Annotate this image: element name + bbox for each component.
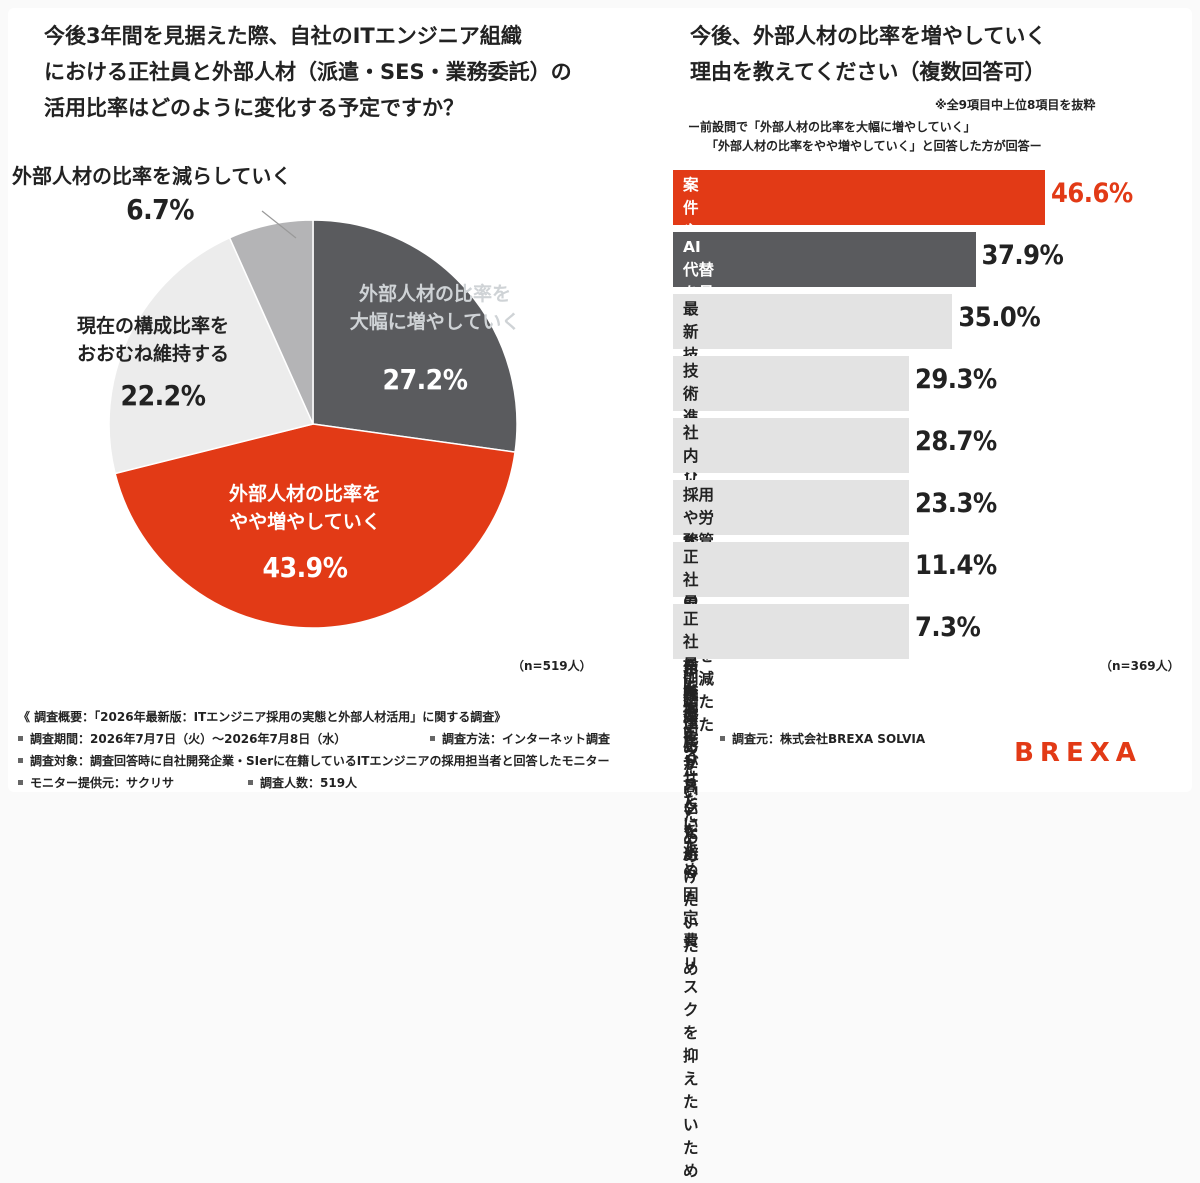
bar-rect (673, 480, 909, 535)
bullet-square-icon (18, 780, 23, 785)
pie-slice-slight-increase (114, 423, 516, 629)
pie-slice-label-large-increase: 外部人材の比率を 大幅に増やしていく (349, 283, 521, 333)
pie-slice-large-increase (312, 219, 518, 453)
bar-value-label: 35.0% (958, 302, 1041, 333)
bar-rect (673, 604, 909, 659)
bar-category-label: 正社員を抱えることによる 固定費リスクを抑えたいため (683, 610, 699, 1180)
bar-value-label: 23.3% (915, 488, 997, 519)
bar-value-label: 46.6% (1051, 178, 1133, 209)
bar-value-label: 29.3% (915, 364, 997, 395)
note-respondents-line1: ー前設問で「外部人材の比率を大幅に増やしていく」 (688, 120, 976, 134)
pie-slice-label-slight-increase: 外部人材の比率を やや増やしていく (228, 483, 381, 533)
bar-rect (673, 418, 909, 473)
bar-rect (673, 294, 953, 349)
pie-slice-label-decrease: 外部人材の比率を減らしていく (12, 164, 292, 188)
pie-slice-value-large-increase: 27.2% (382, 363, 468, 396)
bar-value-label: 37.9% (981, 240, 1064, 271)
pie-slice-label-maintain: 現在の構成比率を おおむね維持する (76, 315, 229, 365)
brexa-logo-text: BREXA (1014, 738, 1142, 767)
small-slice-leader-line (261, 210, 297, 239)
pie-question-title: 今後3年間を見据えた際、自社のITエンジニア組織 における正社員と外部人材（派遣… (44, 24, 572, 120)
pie-sample-size: （n=519人） (512, 659, 592, 673)
bullet-square-icon (720, 736, 725, 741)
brexa-logo: BREXA (1014, 738, 1142, 767)
bar-rect (673, 232, 976, 287)
note-respondents-line2: 「外部人材の比率をやや増やしていく」と回答した方が回答ー (706, 139, 1042, 153)
pie-slice-decrease (228, 219, 314, 425)
bar-sample-size: （n=369人） (1100, 659, 1180, 673)
bullet-square-icon (18, 736, 23, 741)
bar-value-label: 28.7% (915, 426, 997, 457)
survey-count: 調査人数：519人 (248, 774, 357, 791)
pie-slice-value-slight-increase: 43.9% (262, 551, 348, 584)
bar-value-label: 11.4% (915, 550, 997, 581)
bar-question-title: 今後、外部人材の比率を増やしていく 理由を教えてください（複数回答可） (690, 24, 1047, 84)
bullet-square-icon (430, 736, 435, 741)
survey-source: 調査元：株式会社BREXA SOLVIA (720, 730, 925, 747)
pie-slice-value-maintain: 22.2% (120, 379, 206, 412)
bullet-square-icon (18, 758, 23, 763)
bar-rect (673, 356, 909, 411)
survey-method: 調査方法：インターネット調査 (430, 730, 610, 747)
bar-rect (673, 542, 909, 597)
bullet-square-icon (248, 780, 253, 785)
survey-provider: モニター提供元：サクリサ (18, 774, 174, 791)
pie-chart (108, 210, 518, 629)
pie-slice-maintain (108, 236, 315, 475)
pie-slice-value-decrease: 6.7% (126, 193, 194, 226)
survey-target: 調査対象：調査回答時に自社開発企業・SIerに在籍しているITエンジニアの採用担… (18, 752, 609, 769)
survey-period: 調査期間：2026年7月7日（火）～2026年7月8日（水） (18, 730, 346, 747)
survey-summary-title: 《 調査概要：「2026年最新版：ITエンジニア採用の実態と外部人材活用」に関す… (18, 710, 507, 724)
bar-value-label: 7.3% (915, 612, 981, 643)
bar-rect (673, 170, 1045, 225)
note-excerpt: ※全9項目中上位8項目を抜粋 (935, 98, 1096, 112)
